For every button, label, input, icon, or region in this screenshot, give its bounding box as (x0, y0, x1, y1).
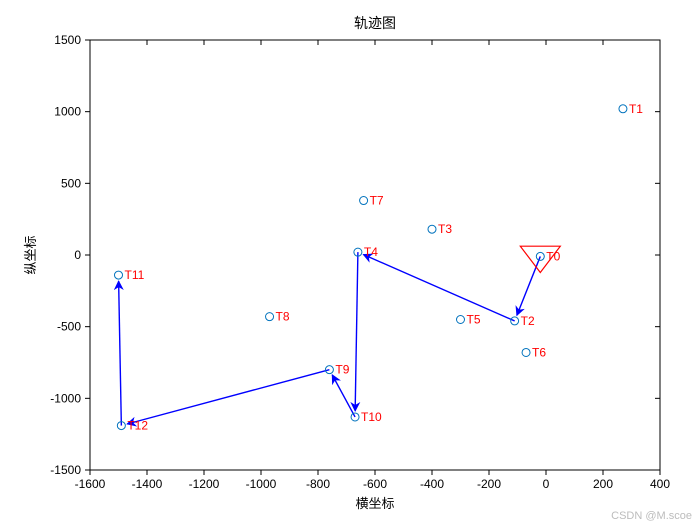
point-label: T9 (335, 363, 349, 377)
y-tick-label: 1000 (54, 105, 81, 119)
y-tick-label: -1000 (50, 391, 81, 405)
watermark: CSDN @M.scoe (611, 510, 692, 522)
point-label: T12 (127, 419, 148, 433)
x-tick-label: -600 (363, 477, 387, 491)
point-marker (457, 316, 465, 324)
x-tick-label: -400 (420, 477, 444, 491)
y-tick-label: 1500 (54, 33, 81, 47)
x-tick-label: -800 (306, 477, 330, 491)
point-label: T11 (125, 268, 145, 282)
point-label: T10 (361, 410, 382, 424)
y-tick-label: -500 (57, 320, 81, 334)
path-arrow (332, 375, 355, 417)
path-arrow (355, 252, 358, 411)
y-tick-label: 500 (61, 176, 81, 190)
point-label: T8 (276, 310, 290, 324)
point-marker (619, 105, 627, 113)
point-marker (428, 225, 436, 233)
chart-title: 轨迹图 (354, 15, 396, 31)
x-tick-label: 0 (543, 477, 550, 491)
chart-container: -1600 -1400 -1200 -1000 -800 -600 -400 -200 0 200… (0, 0, 700, 526)
point-marker (266, 313, 274, 321)
trajectory-chart: -1600 -1400 -1200 -1000 -800 -600 -400 -200 0 200… (0, 0, 700, 526)
point-marker (360, 197, 368, 205)
x-tick-label: 400 (650, 477, 670, 491)
x-tick-label: -1400 (132, 477, 163, 491)
point-marker (115, 271, 123, 279)
x-tick-label: -1000 (246, 477, 277, 491)
x-tick-label: -200 (477, 477, 501, 491)
point-marker (522, 348, 530, 356)
path-arrow (517, 256, 540, 315)
point-label: T3 (438, 222, 452, 236)
y-axis-label: 纵坐标 (23, 235, 38, 274)
path-arrow (363, 255, 514, 321)
point-label: T6 (532, 345, 546, 359)
point-label: T5 (467, 313, 481, 327)
y-tick-label: 0 (74, 248, 81, 262)
point-label: T1 (629, 102, 643, 116)
x-axis-label: 横坐标 (355, 496, 394, 511)
y-tick-label: -1500 (50, 463, 81, 477)
x-tick-label: -1200 (189, 477, 220, 491)
x-tick-label: 200 (593, 477, 613, 491)
point-label: T0 (546, 249, 560, 263)
point-label: T2 (521, 314, 535, 328)
x-tick-label: -1600 (75, 477, 106, 491)
path-arrow (127, 370, 329, 424)
path-arrow (119, 281, 122, 426)
point-label: T7 (370, 194, 384, 208)
point-label: T4 (364, 245, 378, 259)
